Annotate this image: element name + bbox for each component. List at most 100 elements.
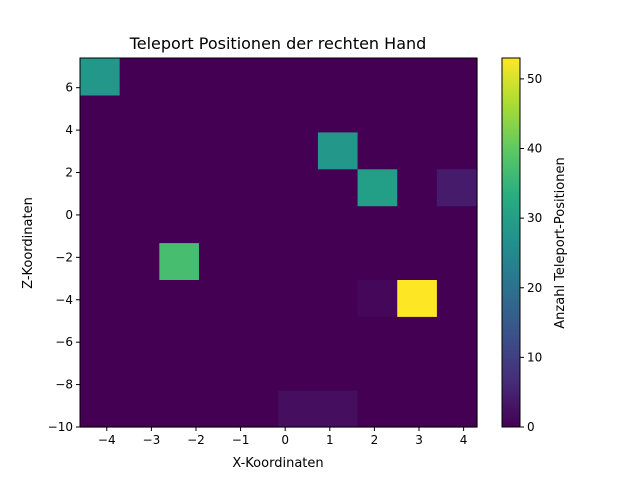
x-axis-ticks: −4 −3 −2 −1 0 1 2 3 4 <box>98 427 468 447</box>
heatmap-cell <box>397 58 438 96</box>
heatmap-cell <box>238 279 279 317</box>
heatmap-cell <box>278 279 319 317</box>
colorbar-tick-label: 10 <box>527 350 542 364</box>
heatmap-cell <box>317 279 359 317</box>
heatmap-cell <box>119 58 160 96</box>
x-tick-label: 0 <box>281 433 289 447</box>
heatmap-cell <box>397 94 438 133</box>
heatmap-cell <box>278 205 319 244</box>
heatmap-cell <box>317 205 359 244</box>
heatmap-cell <box>119 168 160 207</box>
heatmap-cell <box>397 279 438 317</box>
heatmap-cell <box>436 279 478 317</box>
heatmap-cell <box>357 168 398 207</box>
heatmap-cell <box>436 205 478 244</box>
y-tick-label: −4 <box>55 293 73 307</box>
heatmap-cell <box>278 168 319 207</box>
y-tick-label: 2 <box>65 166 73 180</box>
heatmap-cell <box>119 242 160 280</box>
heatmap-cell <box>119 205 160 244</box>
plot-frame <box>79 57 478 428</box>
heatmap-cell <box>278 131 319 170</box>
x-tick-label: 2 <box>371 433 379 447</box>
heatmap-cell <box>238 242 279 280</box>
heatmap-cell <box>278 242 319 280</box>
heatmap-cell <box>317 316 359 354</box>
heatmap-cell <box>80 205 121 244</box>
y-axis-ticks: −10 −8 −6 −4 −2 0 2 4 6 <box>48 81 80 434</box>
heatmap-cell <box>80 353 121 391</box>
heatmap-cell <box>238 131 279 170</box>
colorbar-tick-label: 50 <box>527 72 542 86</box>
heatmap-cell <box>198 279 240 317</box>
colorbar-tick-label: 30 <box>527 211 542 225</box>
heatmap-cell <box>198 58 240 96</box>
heatmap-cell <box>159 316 200 354</box>
heatmap-cell <box>80 94 121 133</box>
heatmap-cell <box>357 353 398 391</box>
heatmap-cell <box>198 205 240 244</box>
heatmap-cell <box>436 131 478 170</box>
colorbar-ticks: 0 10 20 30 40 50 <box>520 72 542 434</box>
heatmap-cell <box>357 316 398 354</box>
heatmap-cell <box>357 94 398 133</box>
colorbar-tick-label: 0 <box>527 420 535 434</box>
heatmap-cell <box>397 390 438 428</box>
heatmap-cell <box>397 168 438 207</box>
heatmap-cells <box>80 58 478 428</box>
heatmap-cell <box>198 168 240 207</box>
heatmap-cell <box>80 316 121 354</box>
heatmap-cell <box>159 242 200 280</box>
heatmap-cell <box>436 58 478 96</box>
heatmap-cell <box>198 316 240 354</box>
heatmap-cell <box>278 353 319 391</box>
heatmap-cell <box>119 316 160 354</box>
heatmap-cell <box>436 390 478 428</box>
heatmap-cell <box>357 205 398 244</box>
x-tick-label: 3 <box>415 433 423 447</box>
colorbar-label: Anzahl Teleport-Positionen <box>553 157 568 328</box>
y-tick-label: −10 <box>48 420 73 434</box>
heatmap-cell <box>238 205 279 244</box>
heatmap-cell <box>159 94 200 133</box>
colorbar-tick-label: 40 <box>527 142 542 156</box>
heatmap-cell <box>238 58 279 96</box>
heatmap-cell <box>159 353 200 391</box>
heatmap-cell <box>436 168 478 207</box>
x-tick-label: −4 <box>98 433 116 447</box>
heatmap-cell <box>119 390 160 428</box>
heatmap-cell <box>80 390 121 428</box>
heatmap-cell <box>198 131 240 170</box>
heatmap-cell <box>278 94 319 133</box>
heatmap-cell <box>198 242 240 280</box>
heatmap-cell <box>397 353 438 391</box>
x-tick-label: −3 <box>143 433 161 447</box>
x-tick-label: 4 <box>460 433 468 447</box>
heatmap-cell <box>317 131 359 170</box>
y-tick-label: 0 <box>65 208 73 222</box>
heatmap-cell <box>436 316 478 354</box>
heatmap-cell <box>357 58 398 96</box>
y-tick-label: 6 <box>65 81 73 95</box>
heatmap-cell <box>159 205 200 244</box>
heatmap-cell <box>436 353 478 391</box>
heatmap-cell <box>80 279 121 317</box>
x-axis-label: X-Koordinaten <box>232 456 323 471</box>
colorbar-tick-label: 20 <box>527 281 542 295</box>
heatmap-cell <box>198 353 240 391</box>
heatmap-cell <box>397 205 438 244</box>
y-tick-label: 4 <box>65 123 73 137</box>
heatmap-cell <box>436 242 478 280</box>
heatmap-cell <box>317 94 359 133</box>
heatmap-cell <box>238 94 279 133</box>
y-axis-label: Z-Koordinaten <box>21 197 36 289</box>
x-tick-label: −2 <box>187 433 205 447</box>
heatmap-cell <box>80 131 121 170</box>
heatmap-cell <box>397 316 438 354</box>
heatmap-cell <box>238 353 279 391</box>
heatmap-cell <box>159 390 200 428</box>
heatmap-cell <box>278 390 319 428</box>
heatmap-cell <box>238 168 279 207</box>
heatmap-cell <box>436 94 478 133</box>
heatmap-cell <box>119 131 160 170</box>
